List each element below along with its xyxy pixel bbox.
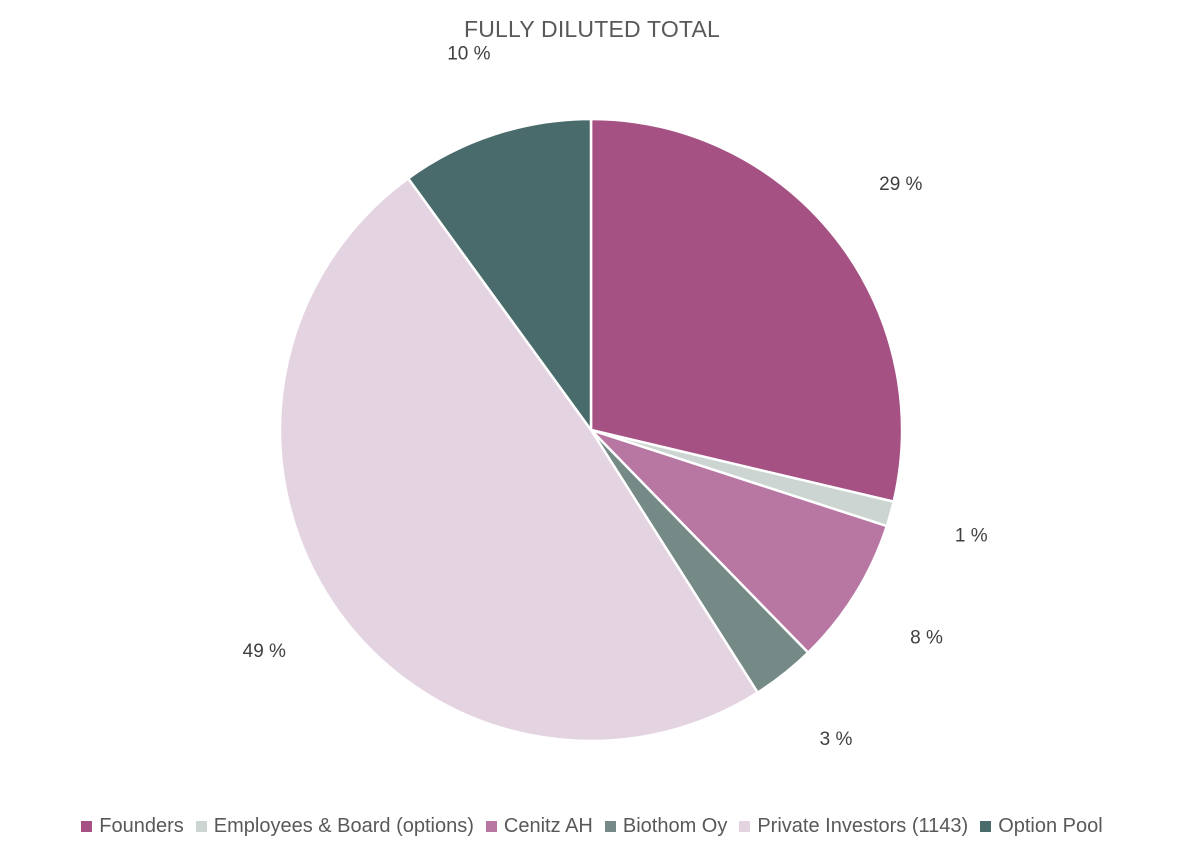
data-label-3: 3 %	[820, 729, 853, 750]
legend-label-4: Private Investors (1143)	[757, 815, 969, 837]
data-label-0: 29 %	[879, 174, 922, 195]
legend-label-5: Option Pool	[998, 815, 1103, 837]
legend-swatch-4	[739, 821, 751, 832]
pie-slice-2	[589, 428, 889, 654]
legend-swatch-1	[195, 821, 207, 832]
data-label-5: 10 %	[447, 43, 490, 64]
pie-slice-5	[406, 117, 593, 432]
legend-item-0: Founders	[81, 815, 184, 838]
legend-label-2: Cenitz AH	[503, 815, 593, 837]
data-label-4: 49 %	[243, 641, 286, 662]
pie-slice-4	[278, 177, 759, 743]
legend-item-5: Option Pool	[980, 815, 1103, 838]
chart-title: FULLY DILUTED TOTAL	[463, 16, 721, 42]
legend-swatch-0	[81, 821, 93, 832]
pie-data-labels: 29 % 1 % 8 % 3 % 49 % 10 %	[243, 43, 988, 750]
legend-label-3: Biothom Oy	[622, 815, 728, 837]
legend-label-1: Employees & Board (options)	[213, 815, 474, 837]
pie-slices	[278, 117, 904, 743]
pie-slice-0	[589, 117, 904, 503]
data-label-1: 1 %	[955, 526, 988, 547]
legend-swatch-5	[980, 821, 992, 832]
legend-swatch-2	[485, 821, 497, 832]
data-label-2: 8 %	[910, 628, 943, 649]
legend-item-2: Cenitz AH	[485, 815, 593, 838]
legend-item-3: Biothom Oy	[604, 815, 728, 838]
legend: Founders Employees & Board (options) Cenit…	[0, 815, 1184, 838]
legend-label-0: Founders	[99, 815, 184, 837]
legend-item-1: Employees & Board (options)	[195, 815, 474, 838]
legend-item-4: Private Investors (1143)	[739, 815, 968, 838]
legend-swatch-3	[604, 821, 616, 832]
